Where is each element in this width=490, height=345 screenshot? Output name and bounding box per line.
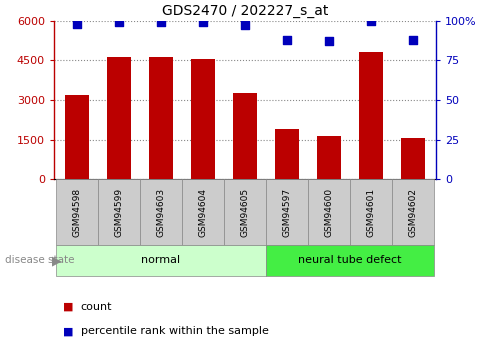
Bar <box>350 179 392 245</box>
Text: GSM94598: GSM94598 <box>73 188 81 237</box>
Text: ▶: ▶ <box>51 254 61 267</box>
Point <box>115 20 123 25</box>
Point <box>157 20 165 25</box>
Text: GSM94602: GSM94602 <box>409 188 417 237</box>
Bar <box>149 57 172 179</box>
Text: percentile rank within the sample: percentile rank within the sample <box>81 326 269 336</box>
Point <box>325 39 333 44</box>
Text: ■: ■ <box>63 302 74 312</box>
Bar <box>275 129 298 179</box>
Bar <box>401 138 424 179</box>
Text: normal: normal <box>142 256 180 265</box>
Bar <box>56 179 98 245</box>
Bar <box>266 245 434 276</box>
Bar <box>56 245 266 276</box>
Text: ■: ■ <box>63 326 74 336</box>
Bar <box>140 179 182 245</box>
Text: GSM94604: GSM94604 <box>198 188 207 237</box>
Text: GSM94601: GSM94601 <box>367 188 375 237</box>
Text: GSM94603: GSM94603 <box>156 188 166 237</box>
Bar <box>233 93 257 179</box>
Text: GSM94597: GSM94597 <box>283 188 292 237</box>
Bar <box>182 179 224 245</box>
Point <box>199 20 207 25</box>
Bar <box>308 179 350 245</box>
Bar <box>318 136 341 179</box>
Point <box>283 37 291 42</box>
Bar <box>224 179 266 245</box>
Bar <box>66 95 89 179</box>
Bar <box>392 179 434 245</box>
Text: GSM94605: GSM94605 <box>241 188 249 237</box>
Text: count: count <box>81 302 112 312</box>
Bar <box>192 59 215 179</box>
Text: disease state: disease state <box>5 256 74 265</box>
Bar <box>266 179 308 245</box>
Title: GDS2470 / 202227_s_at: GDS2470 / 202227_s_at <box>162 4 328 18</box>
Bar <box>360 52 383 179</box>
Point <box>241 23 249 28</box>
Text: neural tube defect: neural tube defect <box>298 256 402 265</box>
Text: GSM94600: GSM94600 <box>324 188 334 237</box>
Bar <box>107 57 130 179</box>
Point <box>409 37 417 42</box>
Point <box>73 21 81 27</box>
Text: GSM94599: GSM94599 <box>115 188 123 237</box>
Point <box>367 18 375 23</box>
Bar <box>98 179 140 245</box>
